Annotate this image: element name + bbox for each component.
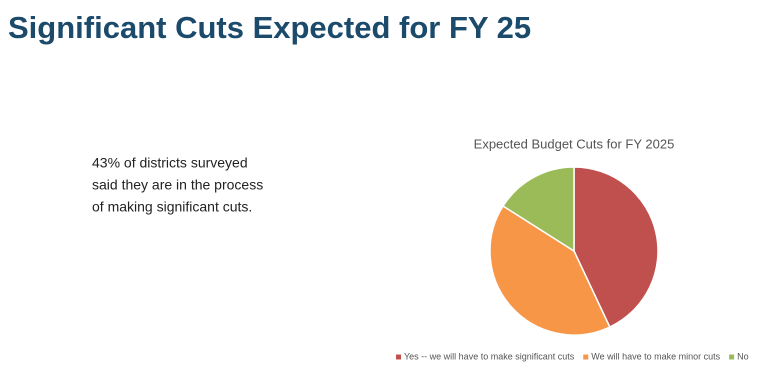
legend-label: Yes -- we will have to make significant …	[404, 351, 575, 361]
pie-slice	[502, 166, 575, 253]
chart-title: Expected Budget Cuts for FY 2025	[474, 136, 675, 151]
legend-swatch	[396, 354, 401, 360]
body-line: 43% of districts surveyed	[92, 155, 248, 171]
slide-title: Significant Cuts Expected for FY 25	[8, 10, 531, 45]
legend-swatch	[583, 354, 589, 360]
legend-label: No	[737, 351, 749, 361]
body-line: of making significant cuts.	[92, 199, 252, 215]
legend-label: We will have to make minor cuts	[591, 351, 720, 361]
body-line: said they are in the process	[92, 177, 263, 193]
pie-slice	[489, 204, 611, 336]
pie-slice	[573, 166, 659, 329]
legend-swatch	[729, 354, 735, 360]
